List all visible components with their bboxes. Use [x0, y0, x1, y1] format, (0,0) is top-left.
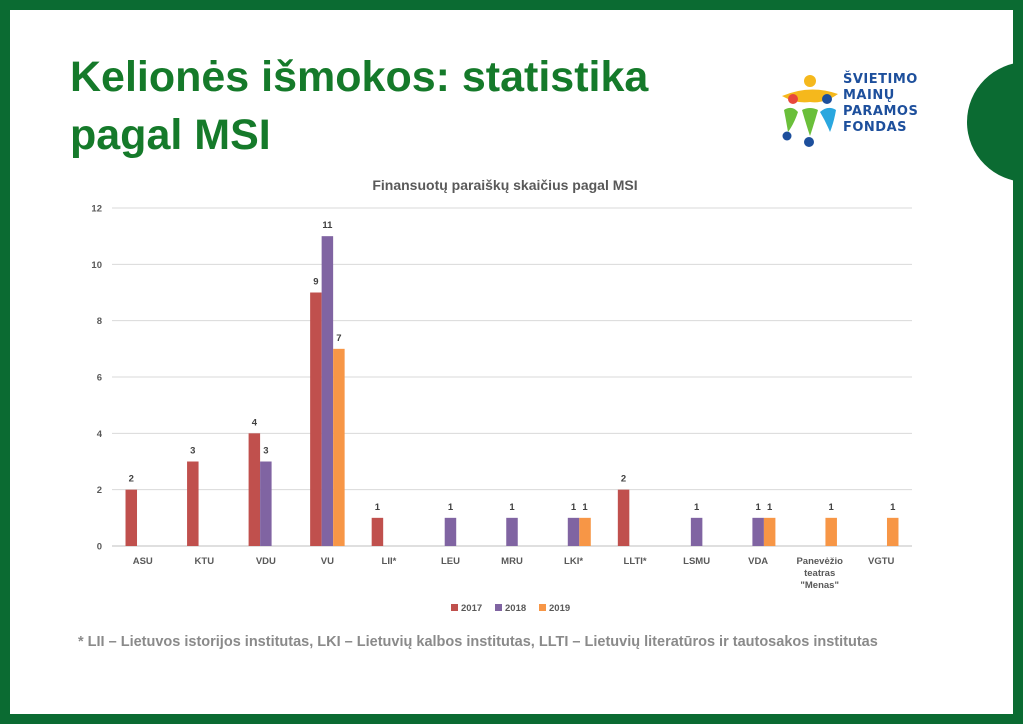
bar	[886, 517, 899, 546]
x-tick-label: LEU	[441, 556, 460, 567]
x-tick-label: LII*	[382, 556, 397, 567]
data-label: 1	[694, 502, 700, 513]
x-tick-label: "Menas"	[800, 580, 839, 591]
bar	[260, 461, 272, 546]
people-figures-logo-icon	[782, 75, 838, 147]
bar	[333, 348, 345, 546]
bar	[321, 236, 334, 546]
x-tick-label: LKI*	[564, 556, 583, 567]
x-tick-label: VGTU	[868, 556, 895, 567]
data-label: 1	[767, 502, 773, 513]
bar	[617, 489, 630, 546]
y-tick-label: 0	[97, 542, 102, 553]
legend-label: 2017	[461, 603, 482, 614]
bar	[310, 292, 322, 546]
data-label: 9	[313, 277, 318, 288]
x-tick-label: KTU	[195, 556, 215, 567]
legend-swatch	[539, 604, 546, 611]
logo-wordmark: ŠVIETIMO MAINŲ PARAMOS FONDAS	[843, 72, 918, 136]
title-line-2: pagal MSI	[70, 111, 271, 159]
data-label: 1	[829, 502, 835, 513]
footnote: * LII – Lietuvos istorijos institutas, L…	[78, 634, 878, 650]
legend-swatch	[495, 604, 502, 611]
bar	[690, 517, 703, 546]
y-tick-label: 6	[97, 373, 102, 384]
bar	[763, 517, 776, 546]
bar	[371, 517, 384, 546]
legend-label: 2018	[505, 603, 526, 614]
chart-title: Finansuotų paraiškų skaičius pagal MSI	[372, 177, 637, 193]
data-label: 1	[509, 502, 515, 513]
data-label: 1	[375, 502, 381, 513]
bar	[567, 517, 580, 546]
bar	[187, 461, 199, 546]
data-label: 1	[582, 502, 588, 513]
x-tick-label: MRU	[501, 556, 523, 567]
x-tick-label: Panevėžio	[796, 556, 843, 567]
x-tick-label: ASU	[133, 556, 153, 567]
data-label: 11	[322, 220, 333, 231]
data-label: 3	[263, 446, 268, 457]
y-tick-label: 4	[97, 429, 103, 440]
data-label: 4	[252, 417, 258, 428]
y-tick-label: 10	[91, 260, 102, 271]
bar	[444, 517, 457, 546]
y-tick-label: 12	[91, 204, 102, 215]
bar	[506, 517, 518, 546]
legend-swatch	[451, 604, 458, 611]
data-label: 7	[336, 333, 341, 344]
x-tick-label: VU	[321, 556, 334, 567]
data-label: 2	[621, 474, 626, 485]
logo-line: MAINŲ	[843, 88, 895, 103]
data-label: 1	[756, 502, 762, 513]
y-tick-label: 2	[97, 485, 102, 496]
logo-line: PARAMOS	[843, 104, 919, 119]
logo-line: ŠVIETIMO	[843, 72, 918, 87]
data-label: 2	[129, 474, 134, 485]
data-label: 3	[190, 446, 195, 457]
y-tick-label: 8	[97, 316, 102, 327]
bar	[752, 517, 764, 546]
x-tick-label: LLTI*	[624, 556, 647, 567]
title-line-1: Kelionės išmokos: statistika	[70, 53, 649, 101]
data-label: 1	[448, 502, 454, 513]
data-label: 1	[571, 502, 577, 513]
x-tick-label: VDU	[256, 556, 276, 567]
bar	[825, 517, 837, 546]
bar	[248, 433, 261, 546]
bar	[125, 489, 138, 546]
x-tick-label: VDA	[748, 556, 768, 567]
x-tick-label: teatras	[804, 568, 835, 579]
slide-title: Kelionės išmokos: statistika pagal MSI	[70, 48, 690, 164]
bar	[579, 517, 591, 546]
x-tick-label: LSMU	[683, 556, 710, 567]
logo-line: FONDAS	[843, 120, 908, 135]
legend-label: 2019	[549, 603, 570, 614]
data-label: 1	[890, 502, 896, 513]
